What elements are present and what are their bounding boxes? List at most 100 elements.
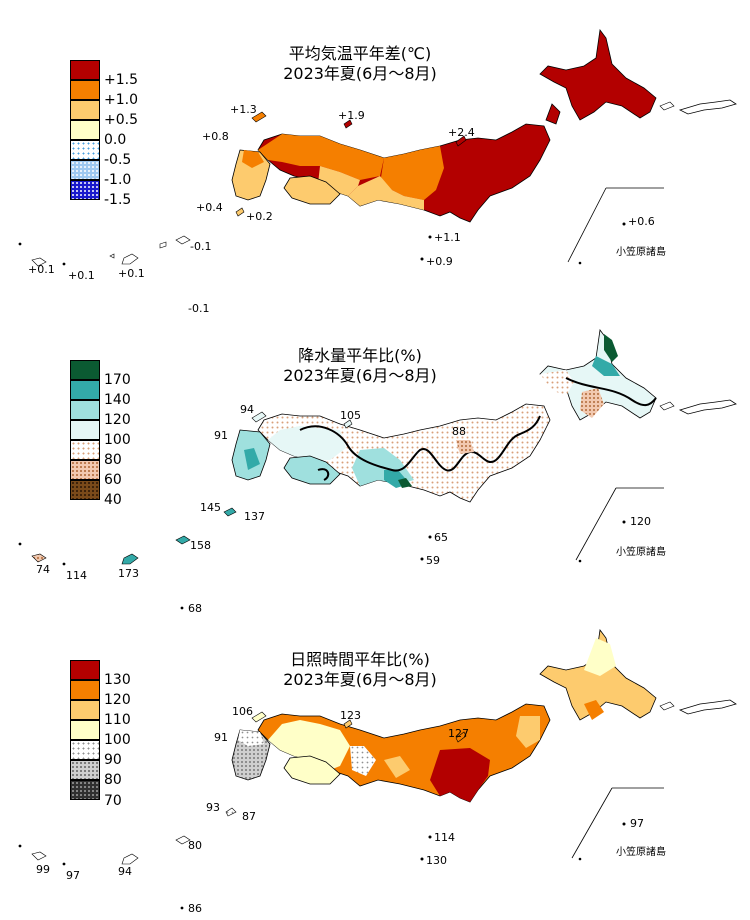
legend-label: 100 [104, 432, 131, 448]
station-label: 88 [452, 425, 466, 438]
legend-swatch [70, 380, 100, 400]
station-label: 74 [36, 563, 50, 576]
station-label: 94 [240, 403, 254, 416]
legend-swatch [70, 180, 100, 200]
legend-label: -0.5 [104, 152, 132, 168]
sunshine-panel: 日照時間平年比(%) 2023年夏(6月～8月) 130 120 110 100… [0, 620, 750, 920]
legend-swatch [70, 60, 100, 80]
station-label: 87 [242, 810, 256, 823]
station-label: +0.4 [196, 201, 223, 214]
precipitation-panel: 降水量平年比(%) 2023年夏(6月～8月) 170 140 120 100 … [0, 320, 750, 620]
station-label: 123 [340, 709, 361, 722]
hokkaido [539, 28, 657, 121]
station-label: 120 [630, 515, 651, 528]
legend-label: +1.5 [104, 72, 138, 88]
station-label: +0.2 [246, 210, 273, 223]
legend-label: 90 [104, 752, 122, 768]
legend-swatch [70, 780, 100, 800]
japan-map-temperature [18, 28, 737, 267]
station-label: -0.1 [190, 240, 212, 253]
legend-label: 80 [104, 772, 122, 788]
station-label: 114 [434, 831, 455, 844]
legend-label-last: 70 [104, 793, 122, 809]
station-label: 105 [340, 409, 361, 422]
station-label: 114 [66, 569, 87, 582]
legend-swatch [70, 700, 100, 720]
legend-swatch [70, 680, 100, 700]
legend-swatch [70, 440, 100, 460]
station-label: +0.1 [118, 267, 145, 280]
station-label: +0.8 [202, 130, 229, 143]
legend-label: 120 [104, 412, 131, 428]
station-label: 86 [188, 902, 202, 915]
legend-swatch [70, 460, 100, 480]
station-label: 68 [188, 602, 202, 615]
shikoku [283, 455, 341, 485]
legend-label: 130 [104, 672, 131, 688]
station-label: +0.9 [426, 255, 453, 268]
station-label: 127 [448, 727, 469, 740]
legend-swatch [70, 400, 100, 420]
legend-swatch [70, 760, 100, 780]
station-label: 91 [214, 429, 228, 442]
station-label: 173 [118, 567, 139, 580]
station-label: +1.9 [338, 109, 365, 122]
station-label: +1.3 [230, 103, 257, 116]
station-label: 91 [214, 731, 228, 744]
legend-swatch [70, 480, 100, 500]
station-label: +1.1 [434, 231, 461, 244]
station-label: +2.4 [448, 126, 475, 139]
legend-label-last: 40 [104, 492, 122, 508]
legend-swatch [70, 140, 100, 160]
temperature-panel: 平均気温平年差(℃) 2023年夏(6月～8月) +1.5 +1.0 +0.5 … [0, 0, 750, 314]
legend-label: 110 [104, 712, 131, 728]
legend-swatch [70, 120, 100, 140]
station-label: 106 [232, 705, 253, 718]
station-label: 99 [36, 863, 50, 876]
station-label: +0.6 [628, 215, 655, 228]
legend-label: 170 [104, 372, 131, 388]
legend-label-last: -1.5 [104, 192, 132, 208]
ogasawara-label: 小笠原諸島 [616, 847, 666, 858]
station-label: -0.1 [188, 302, 210, 315]
legend-label: 140 [104, 392, 131, 408]
panel-title: 平均気温平年差(℃) 2023年夏(6月～8月) [283, 44, 437, 83]
station-label: 158 [190, 539, 211, 552]
legend-swatch [70, 420, 100, 440]
legend-label: 80 [104, 452, 122, 468]
legend-swatch [70, 740, 100, 760]
station-label: 65 [434, 531, 448, 544]
legend-swatch [70, 100, 100, 120]
station-label: 145 [200, 501, 221, 514]
station-label: 94 [118, 865, 132, 878]
legend-swatch [70, 360, 100, 380]
station-label: 137 [244, 510, 265, 523]
ogasawara-label: 小笠原諸島 [616, 247, 666, 258]
legend-label: +0.5 [104, 112, 138, 128]
legend-swatch [70, 80, 100, 100]
station-label: 130 [426, 854, 447, 867]
shikoku [283, 755, 341, 785]
legend-label: 60 [104, 472, 122, 488]
station-label: 80 [188, 839, 202, 852]
shikoku [283, 175, 341, 205]
station-label: 93 [206, 801, 220, 814]
station-label: 97 [66, 869, 80, 882]
legend-swatch [70, 660, 100, 680]
legend-label: 100 [104, 732, 131, 748]
station-label: +0.1 [68, 269, 95, 282]
ogasawara-label: 小笠原諸島 [616, 547, 666, 558]
panel-title: 日照時間平年比(%) 2023年夏(6月～8月) [283, 650, 437, 689]
legend-label: 120 [104, 692, 131, 708]
legend-label: -1.0 [104, 172, 132, 188]
japan-map-sunshine [18, 628, 737, 910]
station-label: 97 [630, 817, 644, 830]
japan-map-precipitation [18, 328, 737, 610]
panel-title: 降水量平年比(%) 2023年夏(6月～8月) [283, 346, 437, 385]
legend-label: 0.0 [104, 132, 127, 148]
station-label: +0.1 [28, 263, 55, 276]
station-label: 59 [426, 554, 440, 567]
legend-swatch [70, 160, 100, 180]
legend-label: +1.0 [104, 92, 138, 108]
legend-swatch [70, 720, 100, 740]
